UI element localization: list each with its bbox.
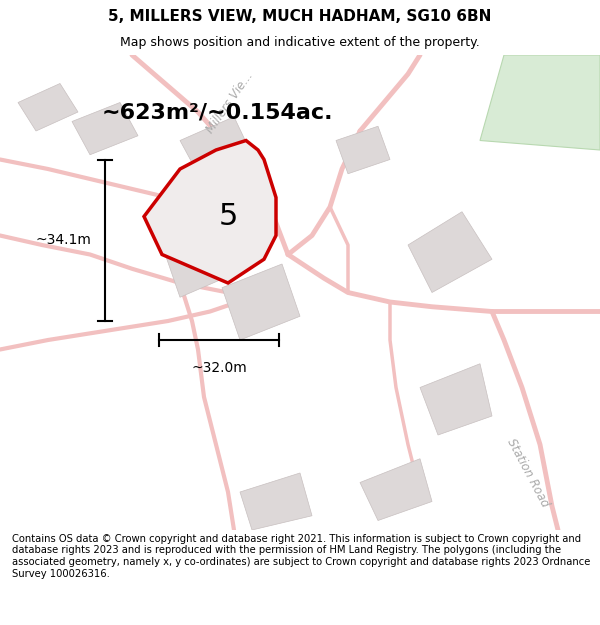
Polygon shape (18, 84, 78, 131)
Text: Millers Vie…: Millers Vie… (204, 69, 256, 136)
Text: Contains OS data © Crown copyright and database right 2021. This information is : Contains OS data © Crown copyright and d… (12, 534, 590, 579)
Polygon shape (144, 141, 276, 283)
Text: 5, MILLERS VIEW, MUCH HADHAM, SG10 6BN: 5, MILLERS VIEW, MUCH HADHAM, SG10 6BN (109, 9, 491, 24)
Polygon shape (408, 212, 492, 292)
Polygon shape (180, 117, 252, 174)
Polygon shape (336, 126, 390, 174)
Text: ~34.1m: ~34.1m (36, 233, 92, 248)
Text: ~623m²/~0.154ac.: ~623m²/~0.154ac. (102, 102, 334, 122)
Text: Map shows position and indicative extent of the property.: Map shows position and indicative extent… (120, 36, 480, 49)
Text: ~32.0m: ~32.0m (191, 361, 247, 376)
Polygon shape (480, 55, 600, 150)
Polygon shape (222, 264, 300, 340)
Polygon shape (420, 364, 492, 435)
Text: 5: 5 (218, 202, 238, 231)
Text: Station Road: Station Road (505, 436, 551, 509)
Polygon shape (360, 459, 432, 521)
Polygon shape (240, 473, 312, 530)
Polygon shape (72, 102, 138, 155)
Polygon shape (162, 216, 246, 298)
